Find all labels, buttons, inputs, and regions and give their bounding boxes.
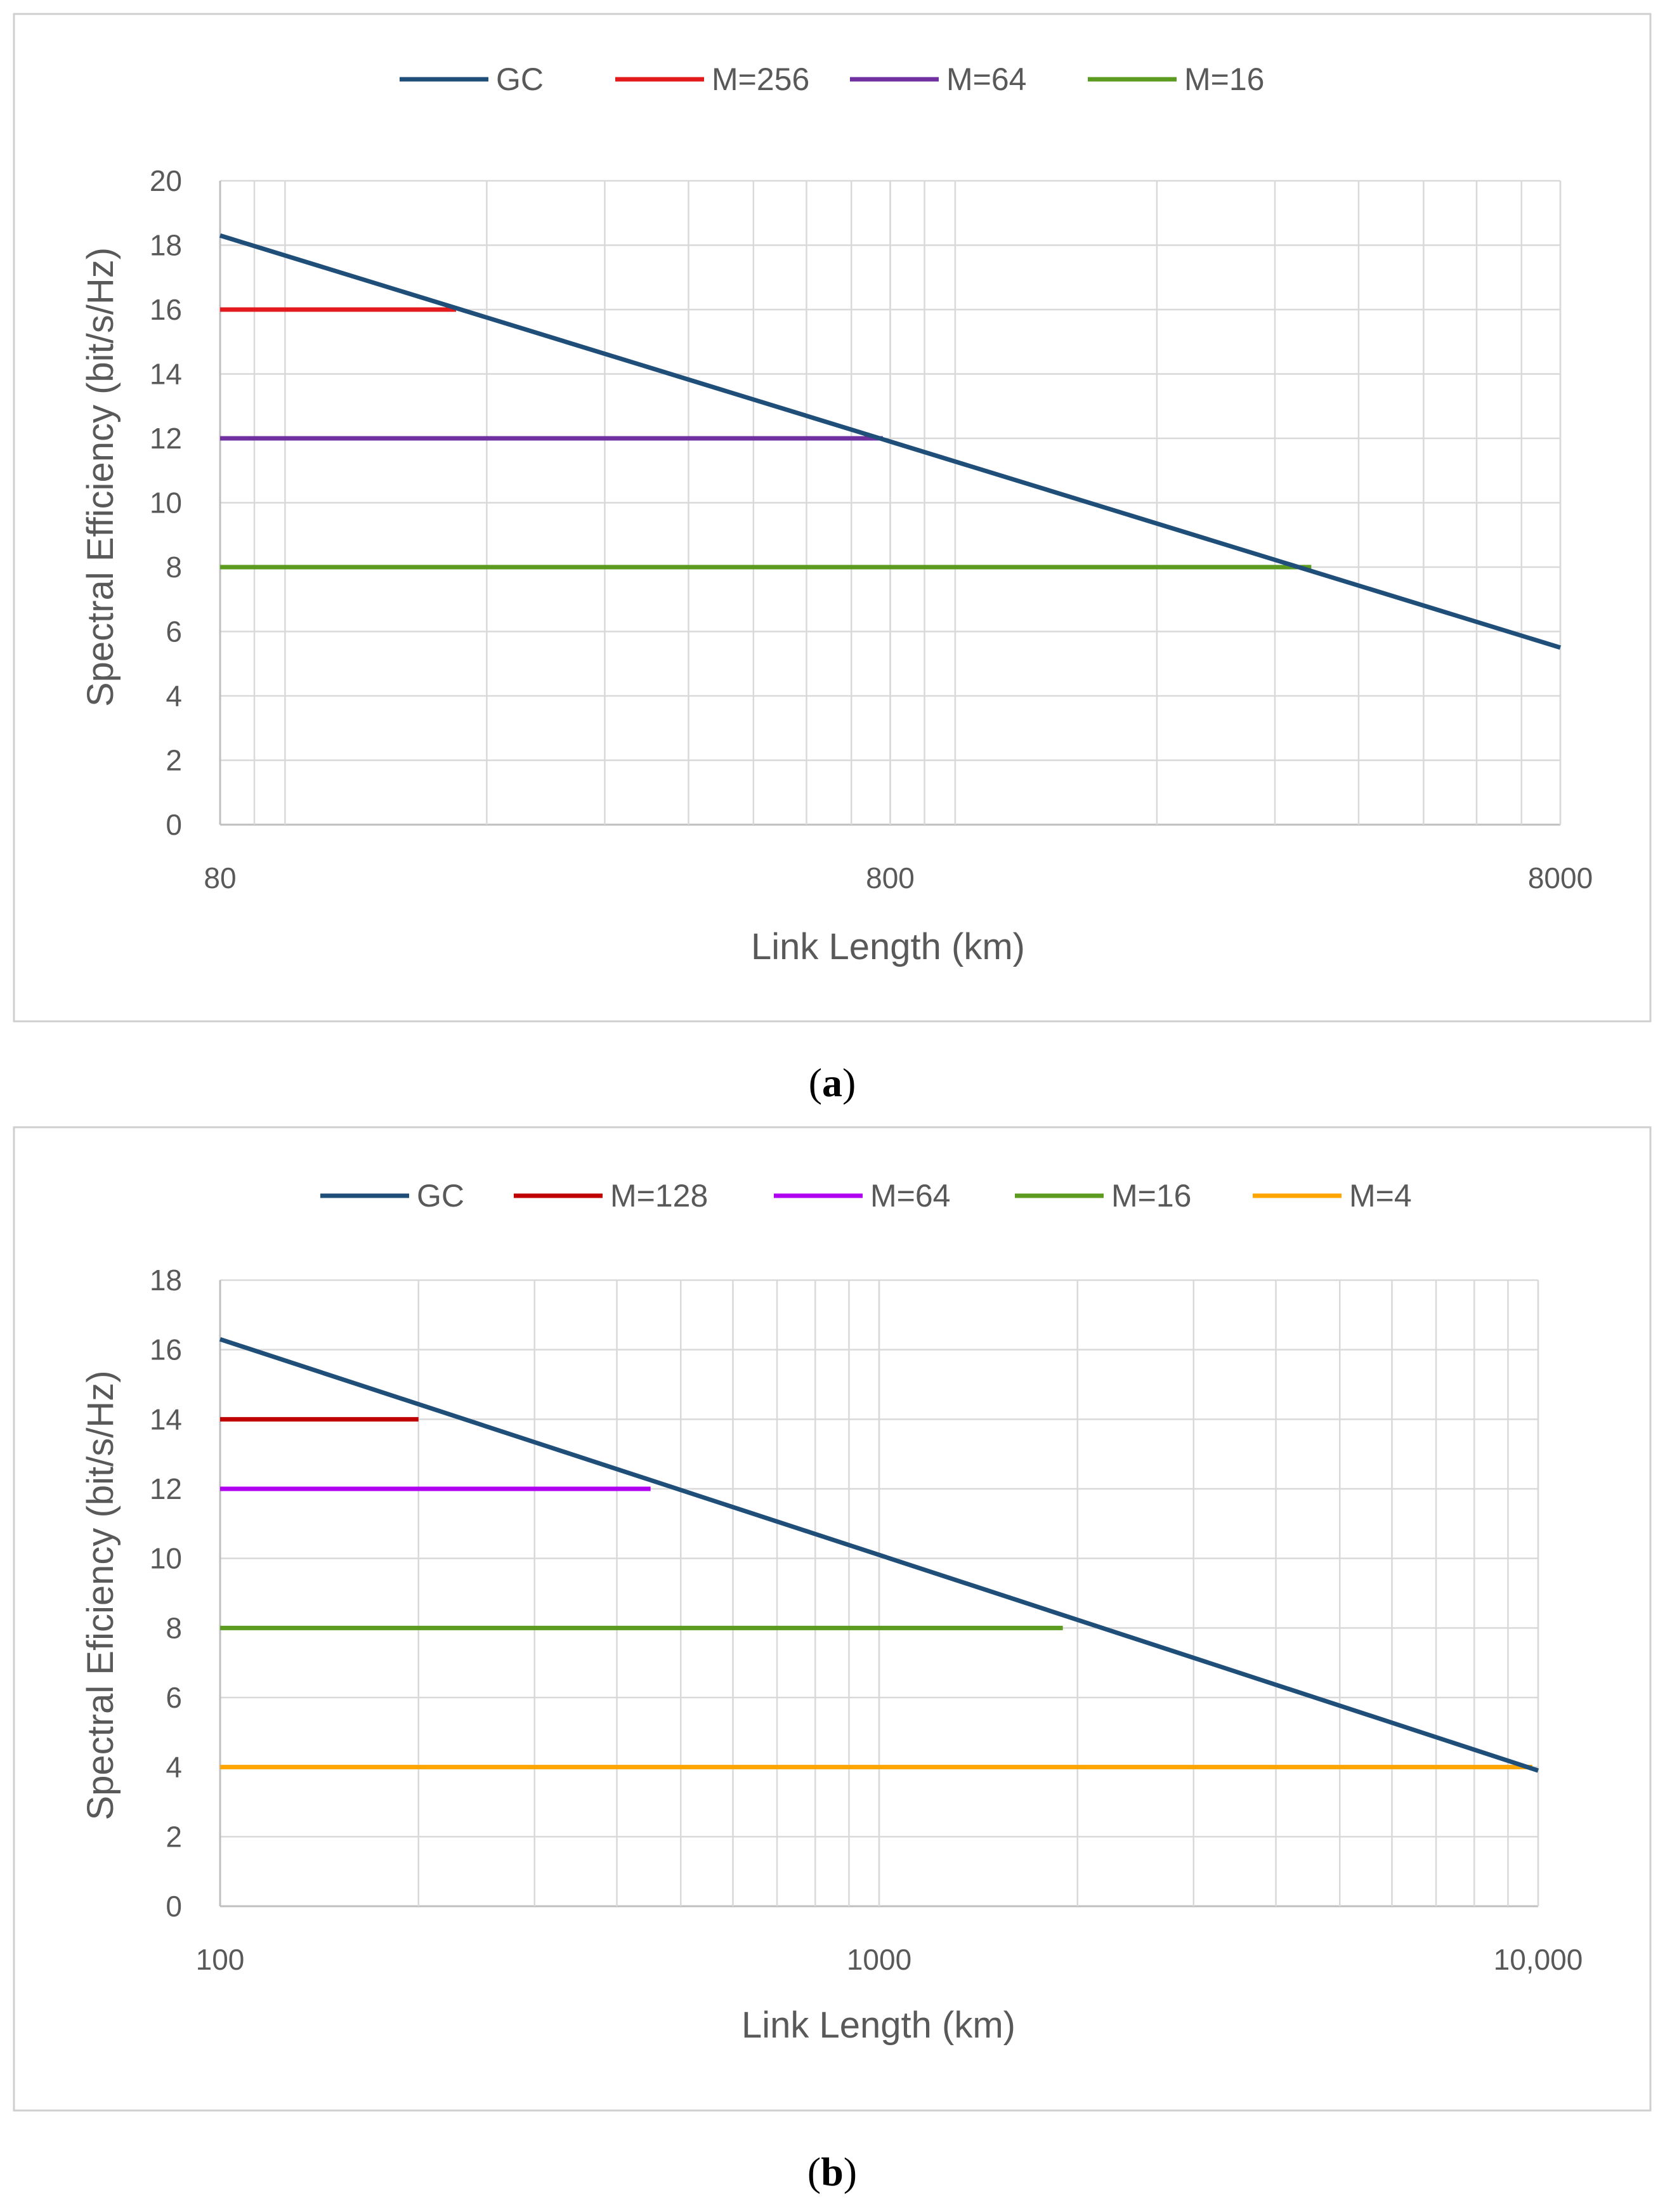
chart-a-x-ticks: 80 800 8000 (204, 861, 1593, 894)
chart-a-y-tick-label: 0 (166, 808, 182, 841)
chart-a-y-tick-label: 4 (166, 679, 182, 712)
chart-a-frame (13, 13, 1652, 1023)
chart-a-y-tick-label: 14 (150, 358, 182, 391)
chart-a-x-tick-label: 800 (866, 861, 915, 894)
chart-b-legend-label: GC (417, 1178, 464, 1214)
chart-a-y-tick-label: 2 (166, 744, 182, 777)
chart-a-y-axis-label: Spectral Efficiency (bit/s/Hz) (80, 247, 121, 707)
chart-a-series-gc (219, 233, 1562, 650)
chart-b-x-axis-label: Link Length (km) (741, 2005, 1015, 2046)
chart-a-legend-label: GC (496, 62, 544, 97)
chart-b-frame (13, 1126, 1652, 2112)
chart-a: 0 2 4 6 8 10 12 14 16 18 20 80 800 8000 GC M=256 M=64 M… (13, 13, 1652, 1023)
chart-b-gridlines (219, 1279, 1539, 1908)
chart-a-y-tick-label: 16 (150, 293, 182, 326)
chart-b-legend-label: M=16 (1111, 1178, 1191, 1214)
chart-b-y-tick-label: 6 (166, 1681, 182, 1714)
chart-b-y-tick-label: 10 (150, 1542, 182, 1575)
chart-b-y-tick-label: 16 (150, 1333, 182, 1366)
chart-b-legend: GC M=128 M=64 M=16 M=4 (320, 1178, 1412, 1214)
chart-a-y-tick-label: 12 (150, 422, 182, 455)
chart-a-y-ticks: 0 2 4 6 8 10 12 14 16 18 20 (150, 164, 182, 841)
chart-b-x-tick-label: 10,000 (1494, 1943, 1583, 1976)
chart-a-legend-label: M=256 (712, 62, 809, 97)
chart-a-y-tick-label: 8 (166, 551, 182, 584)
chart-b-y-tick-label: 2 (166, 1820, 182, 1853)
chart-a-series (219, 233, 1562, 650)
chart-a-x-axis-label: Link Length (km) (751, 926, 1025, 967)
chart-a-legend: GC M=256 M=64 M=16 (400, 62, 1264, 97)
caption-a-letter: a (822, 1060, 842, 1105)
caption-b-letter: b (821, 2149, 844, 2194)
chart-b-y-tick-label: 4 (166, 1751, 182, 1784)
chart-b-y-ticks: 0 2 4 6 8 10 12 14 16 18 (150, 1264, 182, 1923)
chart-b-legend-label: M=128 (610, 1178, 708, 1214)
chart-b-x-ticks: 100 1000 10,000 (196, 1943, 1583, 1976)
chart-b-y-tick-label: 18 (150, 1264, 182, 1297)
chart-a-y-tick-label: 18 (150, 229, 182, 262)
chart-a-x-tick-label: 8000 (1528, 861, 1593, 894)
chart-b-y-tick-label: 12 (150, 1472, 182, 1505)
chart-a-legend-label: M=16 (1184, 62, 1264, 97)
chart-a-x-tick-label: 80 (204, 861, 236, 894)
chart-b-x-tick-label: 100 (196, 1943, 245, 1976)
caption-b: (b) (807, 2149, 857, 2194)
chart-b-y-tick-label: 8 (166, 1611, 182, 1644)
chart-b-y-tick-label: 14 (150, 1403, 182, 1436)
chart-b-x-tick-label: 1000 (847, 1943, 911, 1976)
caption-a: (a) (809, 1060, 856, 1105)
chart-a-gridlines (219, 180, 1562, 826)
chart-b-y-tick-label: 0 (166, 1890, 182, 1923)
chart-a-y-tick-label: 10 (150, 487, 182, 520)
chart-b: 0 2 4 6 8 10 12 14 16 18 100 1000 10,000 GC M=128 M=6… (13, 1126, 1652, 2112)
chart-b-legend-label: M=64 (870, 1178, 950, 1214)
chart-b-legend-label: M=4 (1349, 1178, 1412, 1214)
chart-b-series-gc (219, 1337, 1539, 1773)
chart-a-legend-label: M=64 (946, 62, 1026, 97)
chart-b-series (219, 1337, 1539, 1773)
chart-a-y-tick-label: 20 (150, 164, 182, 197)
chart-b-y-axis-label: Spectral Eficiency (bit/s/Hz) (80, 1370, 121, 1820)
chart-a-y-tick-label: 6 (166, 615, 182, 648)
